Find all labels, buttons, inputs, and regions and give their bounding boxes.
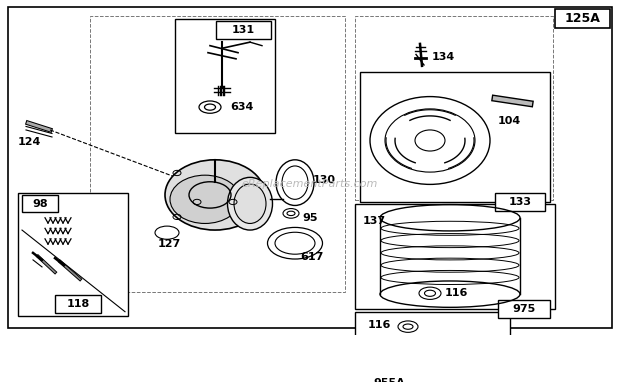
- Bar: [360, 72, 550, 202]
- Ellipse shape: [234, 184, 266, 223]
- Text: 95: 95: [302, 213, 317, 223]
- Text: 131: 131: [231, 25, 255, 35]
- Text: 130: 130: [313, 175, 336, 185]
- Bar: [175, 19, 275, 133]
- Text: eReplacementParts.com: eReplacementParts.com: [242, 180, 378, 189]
- Text: 137: 137: [363, 216, 386, 226]
- Bar: [360, 374, 418, 382]
- Text: 116: 116: [368, 320, 391, 330]
- Bar: [90, 16, 345, 292]
- Bar: [55, 295, 101, 312]
- Ellipse shape: [405, 357, 419, 367]
- Bar: [495, 193, 545, 211]
- Bar: [18, 193, 128, 316]
- Text: 104: 104: [498, 116, 521, 126]
- Text: 133: 133: [508, 197, 531, 207]
- Text: 634: 634: [230, 102, 254, 112]
- Text: 118: 118: [66, 299, 90, 309]
- Text: 134: 134: [432, 52, 455, 62]
- Bar: [216, 21, 271, 39]
- Text: 617: 617: [300, 252, 324, 262]
- Text: 124: 124: [18, 137, 42, 147]
- Text: 98: 98: [32, 199, 48, 209]
- Text: 125A: 125A: [564, 12, 600, 25]
- Text: 127: 127: [158, 239, 181, 249]
- Bar: [355, 312, 510, 382]
- Text: 975: 975: [512, 304, 536, 314]
- Ellipse shape: [165, 160, 265, 230]
- Bar: [555, 9, 610, 28]
- Bar: [355, 204, 555, 309]
- Text: 116: 116: [445, 288, 468, 298]
- Bar: [22, 195, 58, 212]
- Ellipse shape: [228, 177, 273, 230]
- Bar: [355, 16, 553, 200]
- Text: 955A: 955A: [373, 378, 405, 382]
- Polygon shape: [400, 352, 424, 371]
- Ellipse shape: [170, 175, 240, 223]
- Bar: [498, 300, 550, 318]
